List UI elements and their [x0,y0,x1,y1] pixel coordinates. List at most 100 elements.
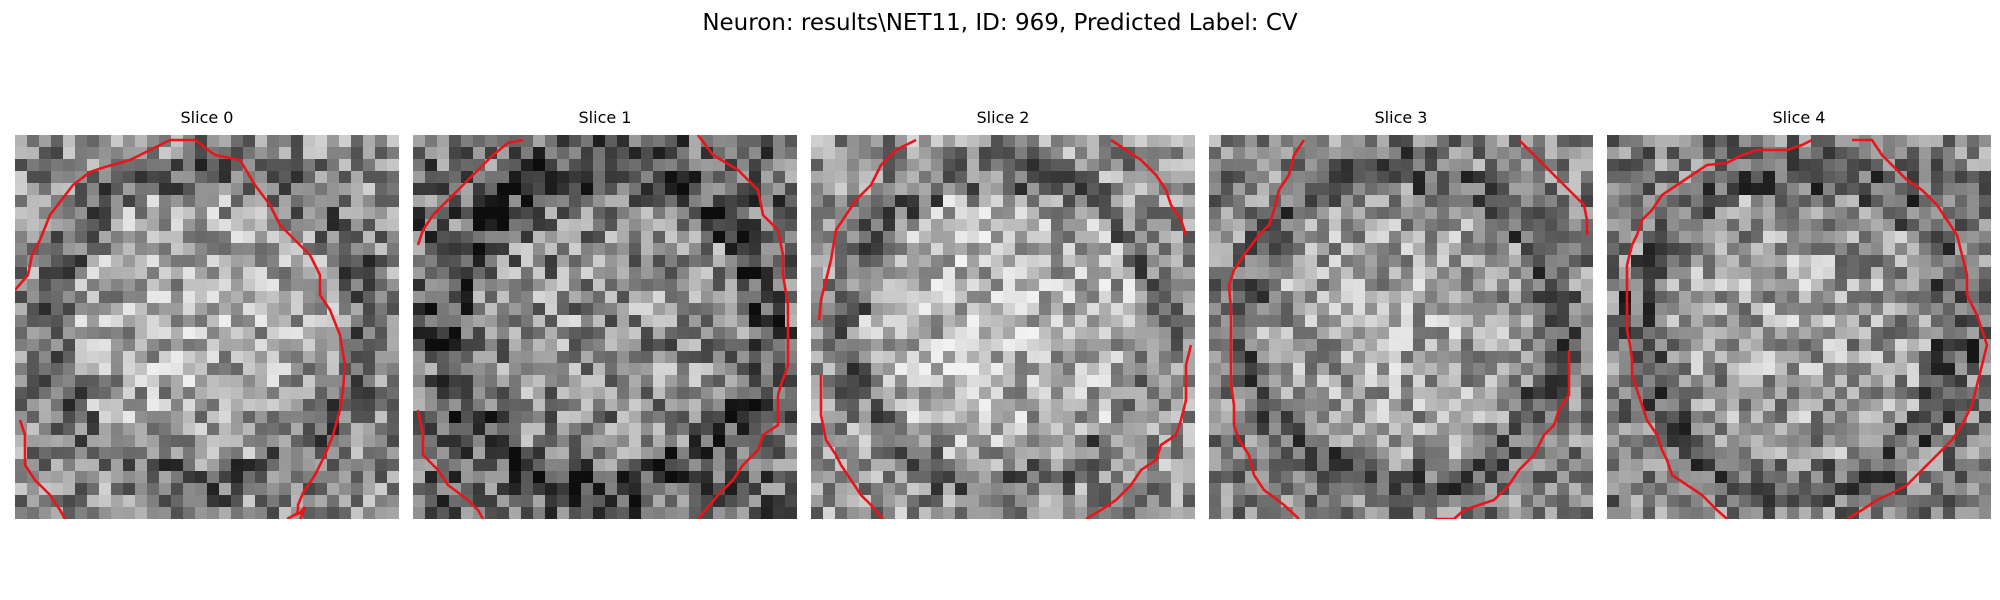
pixel-cell [1631,351,1644,364]
pixel-cell [1509,183,1522,196]
pixel-cell [1581,459,1593,472]
pixel-cell [629,207,642,220]
pixel-cell [461,303,474,316]
pixel-cell [1099,363,1112,376]
pixel-cell [761,435,774,448]
pixel-cell [1365,279,1378,292]
pixel-cell [99,495,112,508]
pixel-cell [1293,387,1306,400]
pixel-cell [75,495,88,508]
pixel-cell [123,195,136,208]
pixel-cell [231,435,244,448]
pixel-cell [1075,483,1088,496]
pixel-cell [533,159,546,172]
pixel-cell [171,255,184,268]
pixel-cell [749,147,762,160]
pixel-cell [449,315,462,328]
pixel-cell [1437,279,1450,292]
pixel-cell [15,483,28,496]
pixel-cell [267,279,280,292]
pixel-cell [111,255,124,268]
pixel-cell [1039,291,1052,304]
pixel-cell [533,267,546,280]
pixel-cell [99,387,112,400]
pixel-cell [1293,399,1306,412]
pixel-cell [195,471,208,484]
pixel-cell [1643,459,1656,472]
pixel-cell [1389,459,1402,472]
pixel-cell [641,459,654,472]
pixel-cell [1051,327,1064,340]
pixel-cell [883,459,896,472]
pixel-cell [1015,255,1028,268]
pixel-cell [557,423,570,436]
pixel-cell [449,159,462,172]
pixel-cell [1159,147,1172,160]
pixel-cell [1437,327,1450,340]
pixel-cell [437,243,450,256]
pixel-cell [75,411,88,424]
pixel-cell [351,159,364,172]
pixel-cell [1607,291,1620,304]
pixel-cell [1087,447,1100,460]
pixel-cell [701,351,714,364]
pixel-cell [1473,243,1486,256]
pixel-cell [1509,423,1522,436]
pixel-cell [1015,267,1028,280]
pixel-cell [1569,255,1582,268]
pixel-cell [461,243,474,256]
pixel-cell [1389,243,1402,256]
pixel-cell [1619,447,1632,460]
pixel-cell [327,195,340,208]
pixel-cell [207,231,220,244]
pixel-cell [1111,411,1124,424]
pixel-cell [75,483,88,496]
pixel-cell [1799,255,1812,268]
pixel-cell [871,447,884,460]
pixel-cell [677,483,690,496]
pixel-cell [147,183,160,196]
pixel-cell [171,303,184,316]
pixel-cell [665,495,678,508]
pixel-cell [231,231,244,244]
pixel-cell [123,171,136,184]
pixel-cell [15,135,28,148]
pixel-cell [955,375,968,388]
pixel-cell [823,291,836,304]
pixel-cell [581,171,594,184]
pixel-cell [1099,207,1112,220]
pixel-cell [545,375,558,388]
pixel-cell [1087,267,1100,280]
pixel-cell [1293,363,1306,376]
pixel-cell [557,303,570,316]
pixel-cell [363,183,376,196]
pixel-cell [1147,147,1160,160]
pixel-cell [1557,471,1570,484]
pixel-cell [1943,147,1956,160]
pixel-cell [1111,423,1124,436]
pixel-cell [991,351,1004,364]
pixel-cell [473,411,486,424]
pixel-cell [147,495,160,508]
pixel-cell [449,399,462,412]
pixel-cell [1823,435,1836,448]
pixel-cell [363,243,376,256]
pixel-cell [1183,411,1195,424]
pixel-cell [1643,399,1656,412]
pixel-cell [1365,495,1378,508]
pixel-cell [1317,291,1330,304]
pixel-cell [87,507,100,519]
pixel-cell [363,159,376,172]
pixel-cell [1521,315,1534,328]
pixel-cell [135,183,148,196]
pixel-cell [425,159,438,172]
pixel-cell [931,207,944,220]
pixel-cell [327,447,340,460]
pixel-cell [653,495,666,508]
pixel-cell [1461,183,1474,196]
pixel-cell [1679,207,1692,220]
pixel-cell [1667,435,1680,448]
pixel-cell [159,483,172,496]
pixel-cell [1679,243,1692,256]
pixel-cell [1679,351,1692,364]
